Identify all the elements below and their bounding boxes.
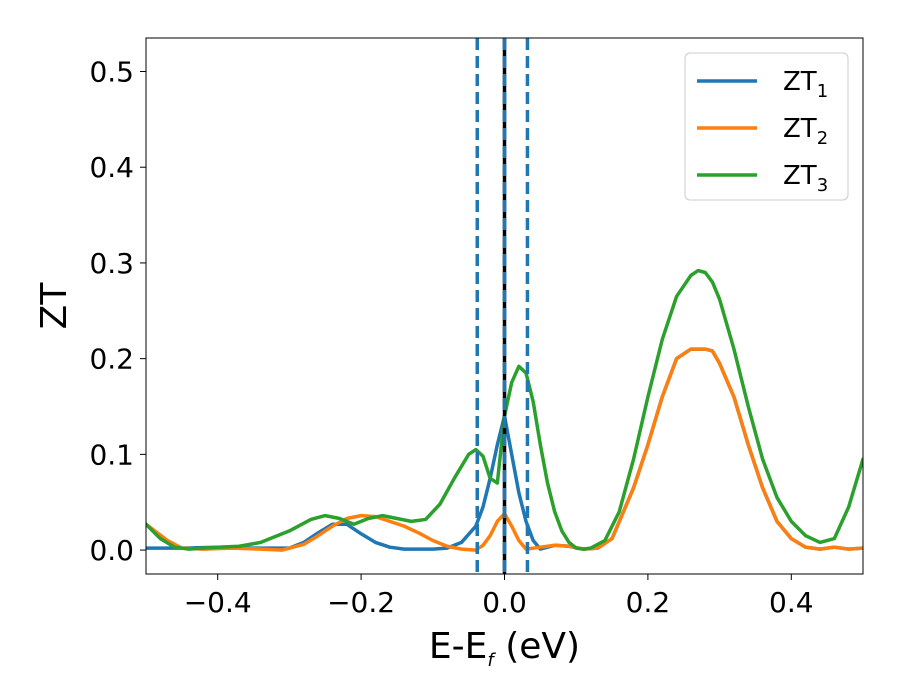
legend-box bbox=[684, 52, 849, 201]
vlines-layer bbox=[475, 38, 530, 574]
lines-layer bbox=[146, 268, 863, 552]
y-tick-label: 0.0 bbox=[89, 534, 134, 567]
x-tick-label: 0.0 bbox=[482, 586, 527, 619]
x-axis-label: E-Ef (eV) bbox=[429, 626, 580, 671]
x-axis: −0.4 −0.2 0.0 0.2 0.4 bbox=[184, 574, 814, 619]
legend-label-zt1: ZT1 bbox=[783, 67, 828, 102]
legend-label-zt3: ZT3 bbox=[783, 161, 828, 196]
legend-label-zt2: ZT2 bbox=[783, 114, 828, 149]
x-tick-label: −0.4 bbox=[184, 586, 252, 619]
y-tick-label: 0.4 bbox=[89, 151, 134, 184]
series-line-zt3 bbox=[146, 268, 863, 551]
x-tick-label: 0.4 bbox=[769, 586, 814, 619]
legend: ZT1 ZT2 ZT3 bbox=[684, 52, 849, 201]
y-axis: 0.0 0.1 0.2 0.3 0.4 0.5 bbox=[89, 56, 146, 567]
x-tick-label: −0.2 bbox=[327, 586, 395, 619]
y-tick-label: 0.5 bbox=[89, 56, 134, 89]
y-tick-label: 0.2 bbox=[89, 343, 134, 376]
y-tick-label: 0.1 bbox=[89, 438, 134, 471]
y-tick-label: 0.3 bbox=[89, 247, 134, 280]
x-tick-label: 0.2 bbox=[626, 586, 671, 619]
series-line-zt2 bbox=[146, 347, 863, 552]
y-axis-label: ZT bbox=[34, 282, 75, 330]
